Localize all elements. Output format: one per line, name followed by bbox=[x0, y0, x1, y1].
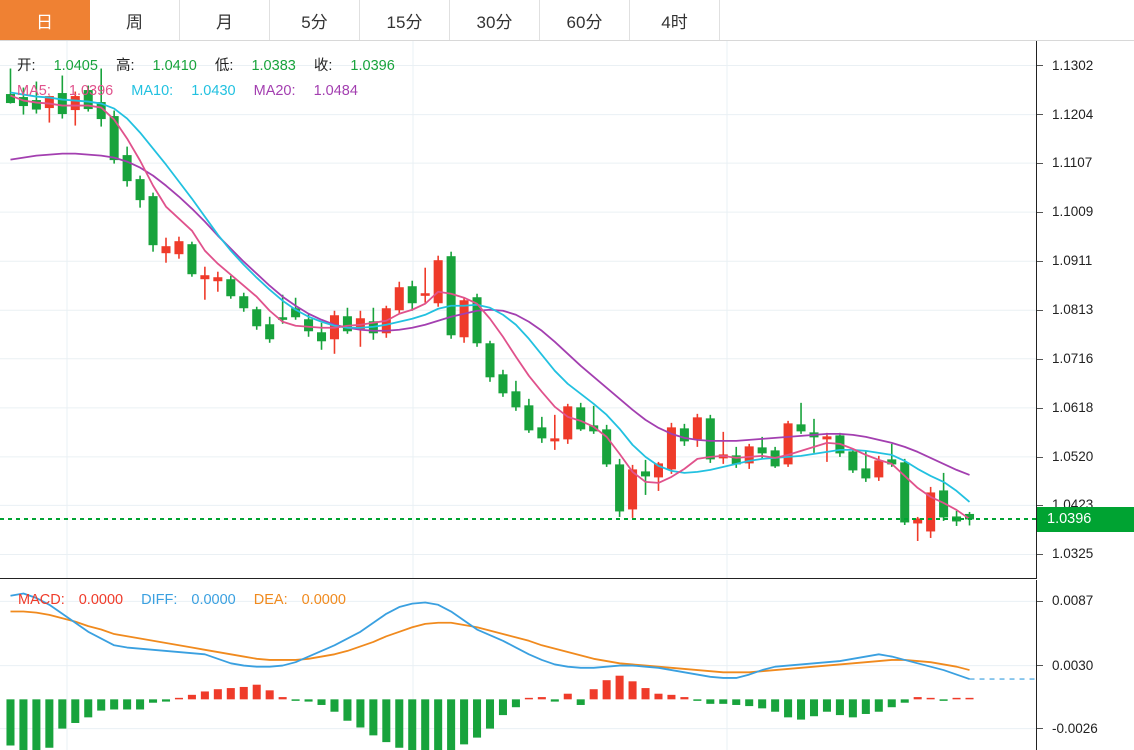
tab-60min[interactable]: 60分 bbox=[540, 0, 630, 40]
ohlc-legend: 开: 1.0405 高: 1.0410 低: 1.0383 收: 1.0396 bbox=[17, 59, 395, 74]
price-candlestick-panel[interactable]: 开: 1.0405 高: 1.0410 低: 1.0383 收: 1.0396 … bbox=[0, 41, 1036, 579]
close-value: 1.0396 bbox=[350, 58, 395, 74]
close-label: 收: bbox=[313, 58, 333, 74]
current-price-badge: 1.0396 bbox=[1037, 506, 1134, 532]
tab-month[interactable]: 月 bbox=[180, 0, 270, 40]
tab-5min[interactable]: 5分 bbox=[270, 0, 360, 40]
price-axis: 1.1302 1.1204 1.1107 1.1009 1.0911 1.0813 1.07… bbox=[1036, 41, 1134, 579]
macd-axis: 0.0087 0.0030 -0.0026 bbox=[1036, 580, 1134, 750]
open-label: 开: bbox=[17, 58, 36, 74]
open-value: 1.0405 bbox=[53, 58, 98, 74]
moving-average-legend: MA5: 1.0396 MA10: 1.0430 MA20: 1.0484 bbox=[17, 84, 358, 99]
macd-label: MACD: bbox=[18, 592, 65, 608]
diff-value: 0.0000 bbox=[191, 592, 236, 608]
macd-legend: MACD: 0.0000 DIFF: 0.0000 DEA: 0.0000 bbox=[18, 593, 346, 608]
diff-label: DIFF: bbox=[141, 592, 178, 608]
price-tick: 1.0911 bbox=[1037, 254, 1134, 268]
ma20-value: 1.0484 bbox=[313, 83, 358, 99]
tab-label: 月 bbox=[216, 12, 233, 32]
tab-4hour[interactable]: 4时 bbox=[630, 0, 720, 40]
macd-tick: 0.0087 bbox=[1037, 594, 1134, 608]
tab-bar-filler bbox=[720, 0, 1134, 40]
price-tick: 1.0520 bbox=[1037, 450, 1134, 464]
low-value: 1.0383 bbox=[251, 58, 296, 74]
tab-label: 5分 bbox=[301, 12, 328, 32]
macd-tick: 0.0030 bbox=[1037, 659, 1134, 673]
macd-tick: -0.0026 bbox=[1037, 722, 1134, 736]
macd-chart-svg bbox=[0, 580, 1036, 750]
price-tick: 1.1302 bbox=[1037, 59, 1134, 73]
price-tick: 1.0618 bbox=[1037, 401, 1134, 415]
high-label: 高: bbox=[115, 58, 135, 74]
tab-label: 日 bbox=[36, 12, 53, 32]
chart-area: 开: 1.0405 高: 1.0410 低: 1.0383 收: 1.0396 … bbox=[0, 41, 1134, 750]
dea-value: 0.0000 bbox=[301, 592, 346, 608]
tab-label: 周 bbox=[126, 12, 143, 32]
price-tick: 1.0716 bbox=[1037, 352, 1134, 366]
tab-30min[interactable]: 30分 bbox=[450, 0, 540, 40]
price-tick: 1.0325 bbox=[1037, 547, 1134, 561]
tab-label: 15分 bbox=[386, 12, 423, 32]
macd-value: 0.0000 bbox=[78, 592, 124, 608]
tab-label: 4时 bbox=[661, 12, 688, 32]
price-tick: 1.1204 bbox=[1037, 108, 1134, 122]
ma10-label: MA10: bbox=[131, 83, 174, 99]
macd-panel[interactable]: MACD: 0.0000 DIFF: 0.0000 DEA: 0.0000 bbox=[0, 580, 1036, 750]
tab-week[interactable]: 周 bbox=[90, 0, 180, 40]
price-tick: 1.0813 bbox=[1037, 303, 1134, 317]
tab-label: 60分 bbox=[566, 12, 603, 32]
tab-label: 30分 bbox=[476, 12, 513, 32]
ma5-label: MA5: bbox=[17, 83, 51, 99]
dea-label: DEA: bbox=[253, 592, 288, 608]
low-label: 低: bbox=[214, 58, 234, 74]
price-chart-svg bbox=[0, 41, 1036, 578]
ma20-label: MA20: bbox=[253, 83, 296, 99]
tab-day[interactable]: 日 bbox=[0, 0, 90, 40]
tab-15min[interactable]: 15分 bbox=[360, 0, 450, 40]
high-value: 1.0410 bbox=[152, 58, 197, 74]
ma10-value: 1.0430 bbox=[191, 83, 236, 99]
ma5-value: 1.0396 bbox=[68, 83, 114, 99]
price-tick: 1.1107 bbox=[1037, 156, 1134, 170]
price-tick: 1.1009 bbox=[1037, 205, 1134, 219]
timeframe-tab-bar: 日 周 月 5分 15分 30分 60分 4时 bbox=[0, 0, 1134, 41]
